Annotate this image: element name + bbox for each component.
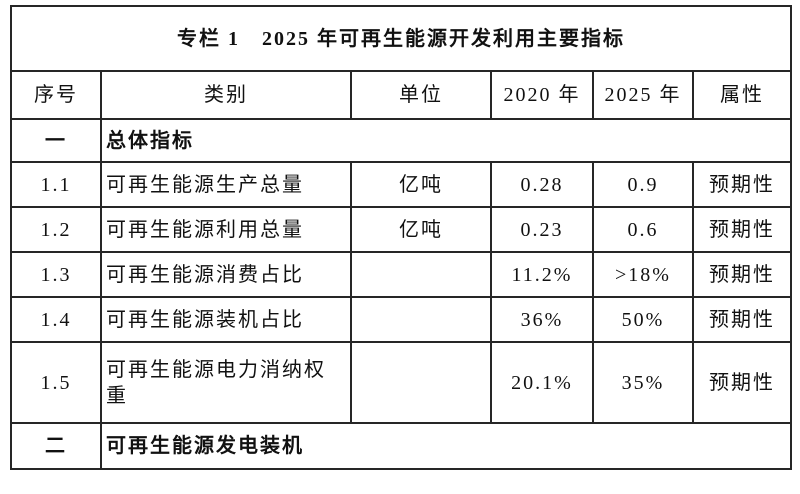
row-2020-value: 0.23: [490, 206, 594, 253]
section-no: 一: [10, 118, 102, 163]
row-category: 可再生能源装机占比: [100, 296, 352, 343]
table-row: 1.2 可再生能源利用总量 亿吨 0.23 0.6 预期性: [10, 206, 793, 253]
row-2020-value: 11.2%: [490, 251, 594, 298]
section-row-power-capacity: 二 可再生能源发电装机: [10, 422, 793, 470]
row-no: 1.5: [10, 341, 102, 424]
table-row: 1.5 可再生能源电力消纳权重 20.1% 35% 预期性: [10, 341, 793, 424]
section-no: 二: [10, 422, 102, 470]
section-label: 可再生能源发电装机: [99, 422, 793, 470]
row-unit: 亿吨: [350, 206, 492, 253]
row-category: 可再生能源利用总量: [100, 206, 352, 253]
row-attribute: 预期性: [691, 161, 793, 208]
row-2025-value: 35%: [592, 341, 694, 424]
row-unit: 亿吨: [350, 161, 492, 208]
table-title-row: 专栏 1 2025 年可再生能源开发利用主要指标: [9, 5, 793, 72]
section-row-overall: 一 总体指标: [10, 118, 793, 163]
row-unit: [350, 251, 492, 298]
table-header-row: 序号 类别 单位 2020 年 2025 年 属性: [10, 70, 793, 120]
row-2025-value: 50%: [592, 296, 694, 343]
col-header-2025: 2025 年: [592, 70, 694, 120]
row-attribute: 预期性: [691, 341, 793, 424]
row-2025-value: 0.9: [592, 161, 694, 208]
table-row: 1.1 可再生能源生产总量 亿吨 0.28 0.9 预期性: [10, 161, 793, 208]
section-label: 总体指标: [99, 118, 793, 163]
row-2025-value: >18%: [592, 251, 694, 298]
row-unit: [350, 296, 492, 343]
row-no: 1.1: [10, 161, 102, 208]
row-2025-value: 0.6: [592, 206, 694, 253]
col-header-2020: 2020 年: [490, 70, 594, 120]
row-2020-value: 36%: [490, 296, 594, 343]
table-row: 1.4 可再生能源装机占比 36% 50% 预期性: [10, 296, 793, 343]
row-attribute: 预期性: [691, 206, 793, 253]
col-header-unit: 单位: [350, 70, 492, 120]
table-row: 1.3 可再生能源消费占比 11.2% >18% 预期性: [10, 251, 793, 298]
row-category: 可再生能源生产总量: [100, 161, 352, 208]
row-unit: [350, 341, 492, 424]
row-no: 1.4: [10, 296, 102, 343]
col-header-no: 序号: [10, 70, 102, 120]
indicators-table: 专栏 1 2025 年可再生能源开发利用主要指标 序号 类别 单位 2020 年…: [9, 5, 793, 470]
row-2020-value: 0.28: [490, 161, 594, 208]
table-title: 专栏 1 2025 年可再生能源开发利用主要指标: [9, 5, 793, 72]
col-header-attribute: 属性: [691, 70, 793, 120]
row-no: 1.2: [10, 206, 102, 253]
row-category: 可再生能源电力消纳权重: [100, 341, 352, 424]
row-category: 可再生能源消费占比: [100, 251, 352, 298]
row-attribute: 预期性: [691, 251, 793, 298]
col-header-category: 类别: [100, 70, 352, 120]
row-attribute: 预期性: [691, 296, 793, 343]
row-no: 1.3: [10, 251, 102, 298]
row-2020-value: 20.1%: [490, 341, 594, 424]
